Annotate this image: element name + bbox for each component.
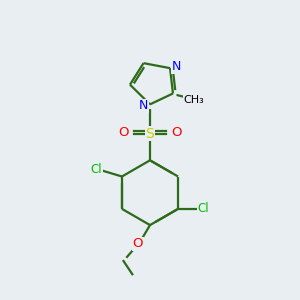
Text: S: S	[146, 127, 154, 141]
Text: Cl: Cl	[198, 202, 209, 215]
Text: N: N	[172, 60, 181, 73]
Text: N: N	[139, 99, 148, 112]
Text: Cl: Cl	[91, 163, 102, 176]
Text: O: O	[118, 126, 129, 139]
Text: O: O	[171, 126, 182, 139]
Text: CH₃: CH₃	[184, 95, 205, 105]
Text: O: O	[132, 237, 143, 250]
